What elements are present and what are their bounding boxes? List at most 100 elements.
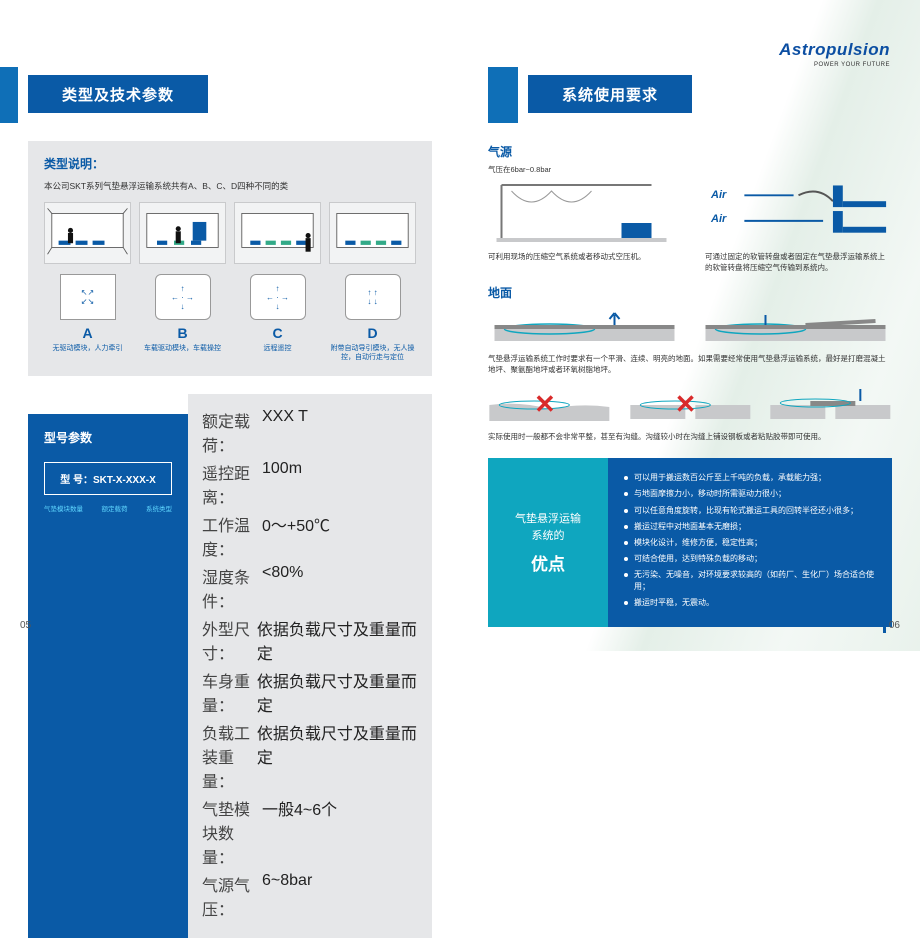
illustration-row: [44, 202, 416, 264]
ground-bad-1: ✕: [488, 383, 611, 423]
ground-bad-2: ✕: [629, 383, 752, 423]
spec-val: <80%: [262, 564, 303, 612]
spec-row: 车身重量：依据负载尺寸及重量而定: [202, 668, 418, 716]
advantage-item: 与地面摩擦力小，移动时所需驱动力很小；: [624, 488, 876, 499]
module-b-shape: ↑← · →↓: [155, 274, 211, 320]
air-sub: 气压在6bar~0.8bar: [488, 164, 892, 175]
spec-row: 湿度条件：<80%: [202, 564, 418, 612]
model-badge-box: 型号参数 型 号：SKT-X-XXX-X 气垫模块数量 额定载荷 系统类型: [28, 414, 188, 938]
spec-row: 气垫模块数量：一般4~6个: [202, 796, 418, 868]
type-intro: 本公司SKT系列气垫悬浮运输系统共有A、B、C、D四种不同的类: [44, 180, 416, 192]
model-row: 型号参数 型 号：SKT-X-XXX-X 气垫模块数量 额定载荷 系统类型 额定…: [28, 394, 432, 938]
page-num-right: 06: [889, 620, 900, 631]
brand-name: Astropulsion: [779, 40, 890, 60]
legend-1: 额定载荷: [102, 503, 128, 513]
spec-val: 6~8bar: [262, 872, 312, 920]
advantage-item: 可以任意角度旋转，比现有轮式搬运工具的回转半径还小很多；: [624, 505, 876, 516]
air-diagram-1: [488, 183, 675, 245]
adv-line-2: 系统的: [532, 528, 565, 546]
module-a-letter: A: [44, 325, 131, 341]
spec-key: 工作温度：: [202, 512, 262, 560]
module-c-shape: ↑← · →↓: [250, 274, 306, 320]
spec-key: 气源气压：: [202, 872, 262, 920]
air-col-2: Air Air 可通过固定的软管转盘或者固定在气垫悬浮运输系统上的软管转: [705, 183, 892, 274]
x-icon: ✕: [534, 389, 556, 420]
spec-val: 依据负载尺寸及重量而定: [257, 668, 418, 716]
module-d: ↑ ↑↓ ↓ D 附带自动导引模块，无人操控，自动行走与定位: [329, 274, 416, 362]
legend-2: 系统类型: [146, 503, 172, 513]
air-label-2: Air: [711, 213, 726, 225]
spec-val: 一般4~6个: [262, 796, 337, 868]
advantage-item: 无污染、无噪音，对环境要求较高的（如药厂、生化厂）场合适合使用；: [624, 569, 876, 591]
left-header-title: 类型及技术参数: [28, 75, 208, 113]
air-label-1: Air: [711, 189, 726, 201]
spec-val: XXX T: [262, 408, 308, 456]
ground-desc-2: 实际使用时一般都不会非常平整，甚至有沟缝。沟缝较小时在沟缝上铺设钢板或者粘贴胶带…: [488, 431, 892, 442]
type-section: 类型说明： 本公司SKT系列气垫悬浮运输系统共有A、B、C、D四种不同的类 ↖↗…: [28, 141, 432, 376]
model-title: 型号参数: [44, 429, 172, 446]
ground-ok-1: [488, 305, 681, 345]
spec-row: 气源气压：6~8bar: [202, 872, 418, 920]
adv-big: 优点: [531, 550, 565, 575]
ground-fix: [769, 383, 892, 423]
right-header-title: 系统使用要求: [528, 75, 692, 113]
module-d-desc: 附带自动导引模块，无人操控，自动行走与定位: [329, 344, 416, 362]
spec-row: 遥控距离：100m: [202, 460, 418, 508]
page-bar-right: [883, 619, 886, 633]
ground-ok-2: [699, 305, 892, 345]
advantage-item: 搬运过程中对地面基本无磨损；: [624, 521, 876, 532]
advantages-list: 可以用于搬运数百公斤至上千吨的负载，承载能力强；与地面摩擦力小，移动时所需驱动力…: [608, 458, 892, 627]
air-desc-2: 可通过固定的软管转盘或者固定在气垫悬浮运输系统上的软管转盘将压缩空气传输到系统内…: [705, 251, 892, 274]
spec-key: 气垫模块数量：: [202, 796, 262, 868]
module-a: ↖↗↙↘ A 无驱动模块，人力牵引: [44, 274, 131, 362]
air-desc-1: 可利用现场的压缩空气系统或者移动式空压机。: [488, 251, 675, 262]
spec-val: 100m: [262, 460, 302, 508]
module-d-letter: D: [329, 325, 416, 341]
air-title: 气源: [488, 143, 892, 160]
module-d-shape: ↑ ↑↓ ↓: [345, 274, 401, 320]
module-row: ↖↗↙↘ A 无驱动模块，人力牵引 ↑← · →↓ B 车载驱动模块，车载操控 …: [44, 274, 416, 362]
ground-section: 地面 气垫悬浮运输系统工作时要求有一个平滑、连续、明亮的地面。如果需要经常使用气…: [488, 284, 892, 443]
spec-row: 负载工装重量：依据负载尺寸及重量而定: [202, 720, 418, 792]
spec-val: 依据负载尺寸及重量而定: [257, 720, 418, 792]
spec-val: 依据负载尺寸及重量而定: [257, 616, 418, 664]
air-section: 气源 气压在6bar~0.8bar 可利用现场的压缩空气系统或者移动式空压机。 …: [488, 143, 892, 274]
left-header: 类型及技术参数: [28, 75, 432, 123]
page-left: 类型及技术参数 类型说明： 本公司SKT系列气垫悬浮运输系统共有A、B、C、D四…: [0, 0, 460, 651]
module-b-desc: 车载驱动模块，车载操控: [139, 344, 226, 353]
spec-key: 额定载荷：: [202, 408, 262, 456]
x-icon: ✕: [675, 389, 697, 420]
ground-desc-1: 气垫悬浮运输系统工作时要求有一个平滑、连续、明亮的地面。如果需要经常使用气垫悬浮…: [488, 353, 892, 376]
adv-line-1: 气垫悬浮运输: [515, 511, 581, 529]
advantage-item: 搬运时平稳，无震动。: [624, 597, 876, 608]
advantage-item: 模块化设计，维修方便，稳定性高；: [624, 537, 876, 548]
advantage-item: 可结合使用，达到特殊负载的移动；: [624, 553, 876, 564]
advantages-title-box: 气垫悬浮运输 系统的 优点: [488, 458, 608, 627]
page-bar-left: [34, 619, 37, 633]
model-legend: 气垫模块数量 额定载荷 系统类型: [44, 503, 172, 513]
module-b: ↑← · →↓ B 车载驱动模块，车载操控: [139, 274, 226, 362]
illus-a: [44, 202, 131, 264]
module-b-letter: B: [139, 325, 226, 341]
illus-c: [234, 202, 321, 264]
module-c: ↑← · →↓ C 远程遥控: [234, 274, 321, 362]
spec-key: 湿度条件：: [202, 564, 262, 612]
right-header: 系统使用要求: [528, 75, 892, 123]
module-c-letter: C: [234, 325, 321, 341]
brand-tagline: POWER YOUR FUTURE: [779, 62, 890, 68]
module-a-shape: ↖↗↙↘: [60, 274, 116, 320]
type-title: 类型说明：: [44, 155, 416, 172]
air-col-1: 可利用现场的压缩空气系统或者移动式空压机。: [488, 183, 675, 262]
model-badge: 型 号：SKT-X-XXX-X: [44, 462, 172, 495]
spec-row: 外型尺寸：依据负载尺寸及重量而定: [202, 616, 418, 664]
module-c-desc: 远程遥控: [234, 344, 321, 353]
spec-row: 工作温度：0～+50℃: [202, 512, 418, 560]
spec-key: 车身重量：: [202, 668, 257, 716]
header-accent: [0, 67, 18, 123]
spec-key: 遥控距离：: [202, 460, 262, 508]
brand: Astropulsion POWER YOUR FUTURE: [779, 40, 890, 68]
spec-key: 外型尺寸：: [202, 616, 257, 664]
page-right: Astropulsion POWER YOUR FUTURE 系统使用要求 气源…: [460, 0, 920, 651]
header-accent-r: [488, 67, 518, 123]
illus-d: [329, 202, 416, 264]
